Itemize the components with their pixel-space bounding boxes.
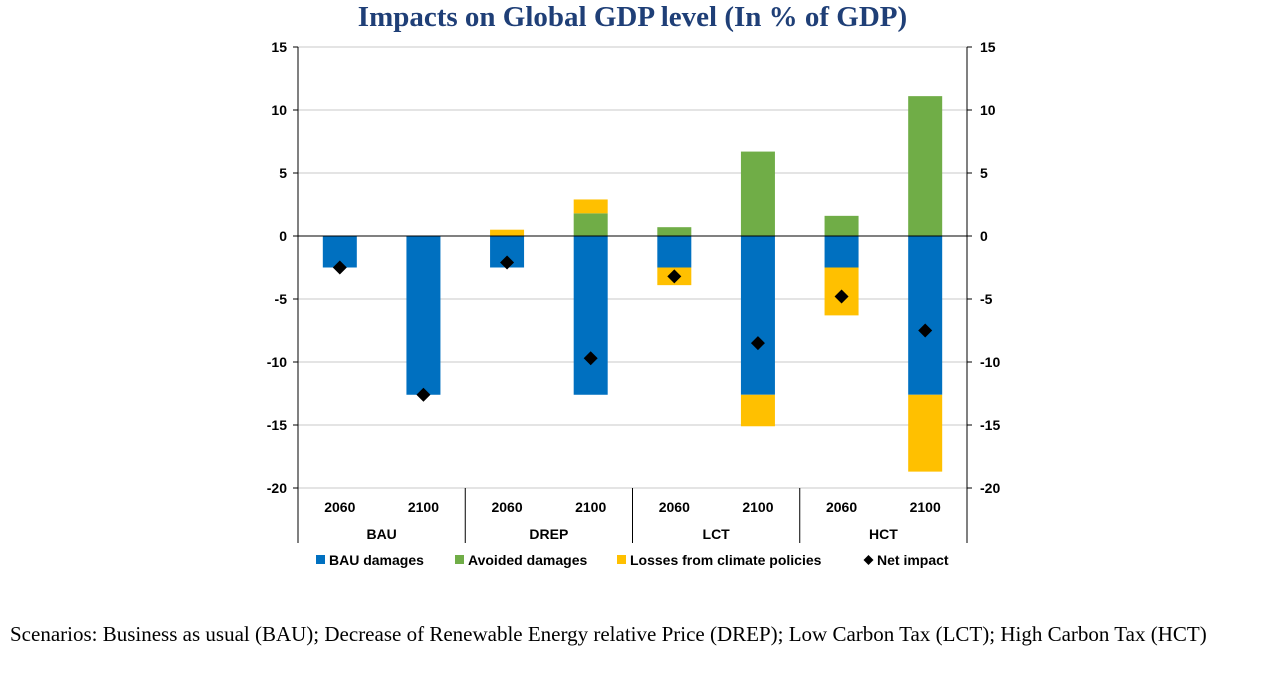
y-tick-label-left: 0 <box>279 228 287 244</box>
y-axis-right-ticks: 15 10 5 0 -5 -10 -15 -20 <box>980 39 1000 496</box>
legend-label-bau-damages: BAU damages <box>329 552 424 568</box>
net-impact-marker <box>667 269 682 284</box>
footnote: Scenarios: Business as usual (BAU); Decr… <box>10 622 1207 646</box>
net-impact-marker <box>416 387 431 402</box>
bar-bau-damages <box>908 236 943 395</box>
bar-avoided-damages <box>657 227 692 236</box>
y-tick-label-right: -5 <box>980 291 993 307</box>
legend-label-losses-from-climate-policies: Losses from climate policies <box>630 552 822 568</box>
group-label: BAU <box>366 526 396 542</box>
y-axis-left-ticks: 15 10 5 0 -5 -10 -15 -20 <box>267 39 287 496</box>
net-impact-markers <box>332 255 933 402</box>
y-tick-label-right: -10 <box>980 354 1000 370</box>
bar-bau-damages <box>657 236 692 268</box>
y-tick-label-left: -10 <box>267 354 287 370</box>
chart: 15 10 5 0 -5 -10 -15 -20 15 10 5 0 -5 -10 -15 -20 2060… <box>267 39 1001 568</box>
bar-bau-damages <box>573 236 608 395</box>
bar-avoided-damages <box>824 215 859 236</box>
x-tick-label: 2100 <box>910 499 941 515</box>
bar-avoided-damages <box>908 96 943 236</box>
y-tick-label-right: 0 <box>980 228 988 244</box>
y-tick-label-right: 5 <box>980 165 988 181</box>
group-label: HCT <box>869 526 898 542</box>
y-tick-label-left: 5 <box>279 165 287 181</box>
x-tick-label: 2060 <box>659 499 690 515</box>
y-tick-label-right: -15 <box>980 417 1000 433</box>
net-impact-marker <box>834 289 849 304</box>
bar-bau-damages <box>740 236 775 395</box>
x-tick-label: 2100 <box>575 499 606 515</box>
y-tick-label-left: 15 <box>271 39 287 55</box>
y-tick-label-left: -5 <box>275 291 288 307</box>
bar-losses-from-climate-policies <box>908 394 943 472</box>
net-impact-marker <box>500 255 515 270</box>
legend-swatch-bau-damages <box>316 555 325 564</box>
y-tick-label-left: 10 <box>271 102 287 118</box>
gridlines <box>298 46 967 489</box>
group-label: DREP <box>529 526 568 542</box>
legend-swatch-losses-from-climate-policies <box>617 555 626 564</box>
x-tick-label: 2060 <box>491 499 522 515</box>
bar-losses-from-climate-policies <box>740 394 775 427</box>
net-impact-marker <box>918 323 933 338</box>
chart-title: Impacts on Global GDP level (In % of GDP… <box>357 1 908 33</box>
bar-avoided-damages <box>740 151 775 236</box>
y-tick-label-left: -15 <box>267 417 287 433</box>
group-label: LCT <box>703 526 731 542</box>
bar-avoided-damages <box>573 213 608 236</box>
axes <box>293 46 972 543</box>
legend-swatch-net-impact <box>863 555 874 565</box>
y-tick-label-right: 15 <box>980 39 996 55</box>
bar-losses-from-climate-policies <box>490 229 525 236</box>
net-impact-marker <box>750 336 765 351</box>
y-tick-label-right: -20 <box>980 480 1000 496</box>
x-tick-label: 2060 <box>324 499 355 515</box>
bar-bau-damages <box>824 236 859 268</box>
x-tick-label: 2100 <box>742 499 773 515</box>
bar-losses-from-climate-policies <box>573 199 608 214</box>
legend-label-avoided-damages: Avoided damages <box>468 552 588 568</box>
bar-bau-damages <box>406 236 441 395</box>
bars <box>322 96 943 472</box>
legend-label-net-impact: Net impact <box>877 552 949 568</box>
legend-swatch-avoided-damages <box>455 555 464 564</box>
net-impact-marker <box>332 260 347 275</box>
x-tick-label: 2100 <box>408 499 439 515</box>
x-axis-labels: 2060 2100 2060 2100 2060 2100 2060 2100 BAU DREP L… <box>324 499 941 542</box>
y-tick-label-right: 10 <box>980 102 996 118</box>
legend: BAU damages Avoided damages Losses from cl… <box>316 552 949 568</box>
y-tick-label-left: -20 <box>267 480 287 496</box>
net-impact-marker <box>583 351 598 366</box>
x-tick-label: 2060 <box>826 499 857 515</box>
